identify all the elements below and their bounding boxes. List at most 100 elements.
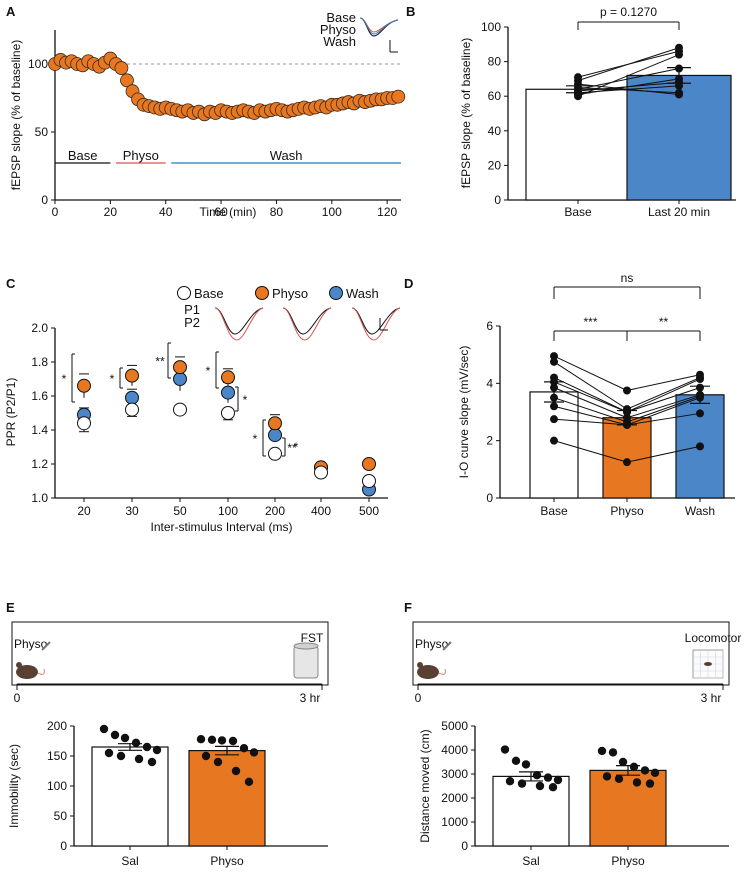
- c-sig-mark: *: [110, 372, 115, 386]
- f-timeline-end: 3 hr: [701, 691, 722, 705]
- f-point-physo: [640, 766, 650, 775]
- d-pair-line: [553, 381, 628, 413]
- f-ytick-label: 2000: [441, 791, 468, 805]
- d-point: [550, 352, 558, 361]
- d-point: [550, 383, 558, 392]
- b-y-label: fEPSP slope (% of baseline): [459, 38, 473, 189]
- d-point: [550, 415, 558, 424]
- d-point: [623, 420, 631, 429]
- b-p-value: p = 0.1270: [600, 5, 657, 19]
- e-point-sal: [116, 751, 126, 761]
- f-point-sal: [521, 760, 531, 769]
- e-timeline-test: FST: [301, 631, 324, 645]
- d-ytick-label: 2: [486, 434, 493, 448]
- c-point-wash: [173, 372, 187, 386]
- f-bar-sal: [492, 775, 570, 847]
- f-point-sal: [532, 771, 542, 780]
- c-point-base: [221, 406, 235, 420]
- e-fst-cylinder-icon: [293, 645, 319, 679]
- f-point-physo: [597, 746, 607, 756]
- d-sig-base-wash: ns: [621, 271, 634, 285]
- a-trace-base: [359, 17, 399, 37]
- d-pair-line: [553, 418, 628, 426]
- e-point-sal: [104, 748, 114, 758]
- c-xtick-label: 100: [218, 504, 238, 518]
- f-point-sal: [535, 781, 545, 791]
- a-xtick-label: 40: [159, 205, 173, 219]
- c-sig-mark: **: [287, 441, 297, 455]
- c-point-base: [173, 402, 187, 417]
- e-point-physo: [207, 735, 217, 744]
- f-point-sal: [511, 756, 521, 765]
- c-point-physo: [268, 416, 282, 431]
- f-ytick-label: 5000: [441, 719, 468, 733]
- c-point-wash: [125, 390, 139, 405]
- d-point: [623, 408, 631, 416]
- a-xtick-label: 100: [322, 205, 342, 219]
- f-point-sal: [543, 773, 553, 782]
- panel-label-E: E: [6, 600, 15, 615]
- f-timeline-start: 0: [415, 691, 422, 705]
- e-point-sal: [142, 742, 152, 752]
- c-ytick-label: 1.6: [31, 389, 48, 403]
- d-pair-line: [626, 397, 701, 426]
- d-pair-line: [626, 374, 701, 391]
- b-pair-line: [577, 87, 680, 94]
- b-bar-0: [525, 88, 631, 201]
- d-point: [623, 458, 631, 467]
- c-legend-wash: Wash: [346, 286, 379, 301]
- f-point-sal: [505, 777, 515, 786]
- e-point-sal: [131, 738, 141, 747]
- d-ytick-label: 0: [486, 491, 493, 505]
- f-ytick-label: 0: [461, 839, 468, 853]
- a-xtick-label: 80: [270, 205, 284, 219]
- e-bar-sal: [91, 746, 169, 847]
- e-point-sal: [134, 754, 144, 764]
- b-ytick-label: 80: [488, 55, 502, 69]
- e-mouse-icon: [16, 662, 22, 668]
- d-point: [550, 436, 558, 445]
- a-ytick-label: 100: [28, 57, 48, 71]
- panel-label-B: B: [406, 4, 415, 19]
- f-point-sal: [553, 775, 563, 785]
- b-ytick-label: 20: [488, 158, 502, 172]
- c-trace-black: [282, 307, 332, 335]
- f-xtick-label: Physo: [611, 854, 645, 868]
- e-point-physo: [249, 748, 259, 757]
- d-pair-line: [553, 361, 628, 410]
- f-point-physo: [614, 774, 624, 783]
- c-legend-marker: [329, 286, 343, 300]
- e-syringe-icon: [41, 641, 51, 651]
- d-pair-line: [626, 378, 701, 413]
- panel-label-D: D: [404, 276, 413, 291]
- a-xtick-label: 120: [377, 205, 397, 219]
- c-legend-base: Base: [194, 286, 224, 301]
- d-point: [550, 357, 558, 366]
- d-ytick-label: 4: [486, 376, 493, 390]
- c-xtick-label: 400: [311, 504, 331, 518]
- f-mouse-tail-icon: [438, 668, 446, 675]
- d-pair-line: [626, 394, 701, 419]
- c-sig-mark: *: [206, 364, 211, 378]
- d-point: [623, 386, 631, 395]
- e-fst-cylinder-icon: [293, 642, 319, 650]
- f-point-sal: [500, 745, 510, 754]
- e-point-physo: [217, 736, 227, 745]
- b-pair-line: [577, 78, 680, 95]
- f-timeline-test: Locomotor: [685, 631, 742, 645]
- d-pair-line: [553, 440, 628, 463]
- f-point-physo: [632, 778, 642, 787]
- b-xtick-label: Base: [564, 205, 592, 219]
- e-xtick-label: Physo: [210, 854, 244, 868]
- b-point-base: [574, 90, 582, 99]
- c-point-wash: [221, 385, 235, 400]
- a-trace-wash: [359, 17, 399, 35]
- f-mouse-icon: [417, 662, 423, 668]
- panel-label-F: F: [404, 600, 412, 615]
- a-ytick-label: 0: [41, 193, 48, 207]
- d-point: [550, 402, 558, 411]
- panel-label-C: C: [6, 276, 16, 291]
- c-sig-mark: *: [294, 440, 299, 454]
- f-point-physo: [602, 772, 612, 781]
- c-trace-label-p1: P1: [184, 302, 200, 317]
